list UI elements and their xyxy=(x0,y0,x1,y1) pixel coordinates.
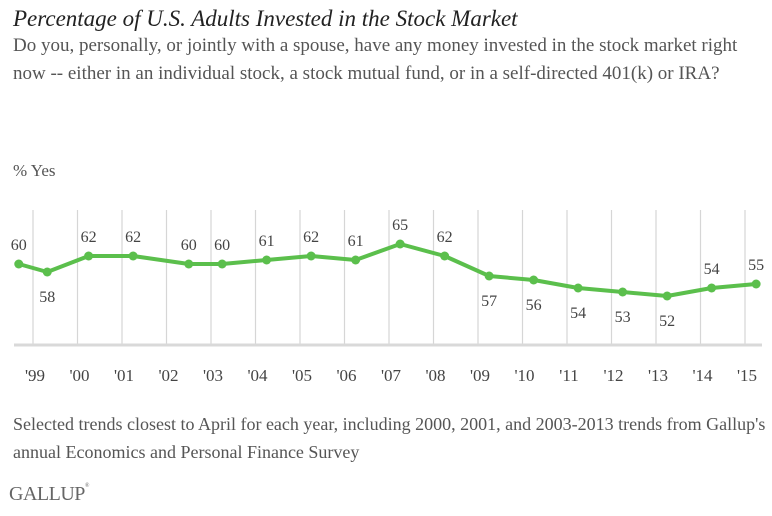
data-point xyxy=(84,251,94,261)
series-line xyxy=(16,242,759,298)
x-tick-label: '04 xyxy=(247,366,268,385)
data-point xyxy=(573,283,583,293)
data-label: 53 xyxy=(615,309,631,326)
data-point xyxy=(42,267,52,277)
x-tick-label: '13 xyxy=(648,366,668,385)
line-chart: '99 '00 '01 '02 '03 '04 '05 '06 '07 '08 '09 '10 '11 '… xyxy=(11,210,764,385)
data-label: 60 xyxy=(181,237,197,254)
data-point xyxy=(529,275,539,285)
x-tick-label: '06 xyxy=(336,366,356,385)
x-tick-label: '01 xyxy=(114,366,134,385)
logo-text: GALLUP xyxy=(9,483,85,505)
data-points xyxy=(14,239,761,301)
chart-title: Percentage of U.S. Adults Invested in th… xyxy=(13,6,518,31)
data-point xyxy=(751,279,761,289)
logo-mark: ® xyxy=(84,483,90,489)
x-tick-label: '14 xyxy=(692,366,713,385)
x-tick-label: '10 xyxy=(514,366,534,385)
gallup-logo: GALLUP® xyxy=(9,483,89,506)
data-point xyxy=(484,271,494,281)
data-label: 54 xyxy=(704,261,720,278)
y-axis-label: % Yes xyxy=(13,161,56,180)
data-label: 62 xyxy=(125,229,141,246)
data-label: 56 xyxy=(526,297,542,314)
data-point xyxy=(395,239,405,249)
data-label: 55 xyxy=(748,257,764,274)
data-point xyxy=(306,251,316,261)
data-point xyxy=(14,259,24,269)
data-label: 58 xyxy=(39,289,55,306)
data-label: 54 xyxy=(570,305,586,322)
x-tick-label: '03 xyxy=(203,366,223,385)
data-label: 57 xyxy=(481,293,497,310)
data-label: 52 xyxy=(659,313,675,330)
data-point xyxy=(440,251,450,261)
data-point xyxy=(351,255,361,265)
x-tick-label: '08 xyxy=(425,366,445,385)
data-label: 62 xyxy=(81,229,97,246)
data-label: 61 xyxy=(259,233,275,250)
data-point xyxy=(217,259,227,269)
survey-question: Do you, personally, or jointly with a sp… xyxy=(13,35,738,84)
data-label: 62 xyxy=(437,229,453,246)
x-tick-label: '99 xyxy=(25,366,45,385)
data-label: 60 xyxy=(11,237,27,254)
x-tick-label: '09 xyxy=(470,366,490,385)
x-tick-label: '05 xyxy=(292,366,312,385)
x-tick-label: '12 xyxy=(603,366,623,385)
x-tick-label: '15 xyxy=(737,366,757,385)
data-point xyxy=(662,291,672,301)
x-tick-label: '00 xyxy=(69,366,89,385)
x-tick-labels: '99 '00 '01 '02 '03 '04 '05 '06 '07 '08 '09 '10 '11 '… xyxy=(25,366,757,385)
x-tick-label: '07 xyxy=(381,366,402,385)
data-label: 65 xyxy=(392,217,408,234)
data-point xyxy=(707,283,717,293)
data-label: 61 xyxy=(348,233,364,250)
x-tick-label: '11 xyxy=(559,366,578,385)
data-point xyxy=(262,255,272,265)
x-tick-label: '02 xyxy=(158,366,178,385)
data-labels: 60 58 62 62 60 60 61 62 61 65 62 57 56 54 53 52 54 55 xyxy=(11,217,764,330)
data-point xyxy=(618,287,628,297)
footnote: Selected trends closest to April for eac… xyxy=(13,414,766,462)
gridlines xyxy=(32,210,746,345)
data-point xyxy=(128,251,138,261)
data-label: 62 xyxy=(303,229,319,246)
data-label: 60 xyxy=(214,237,230,254)
data-point xyxy=(184,259,194,269)
